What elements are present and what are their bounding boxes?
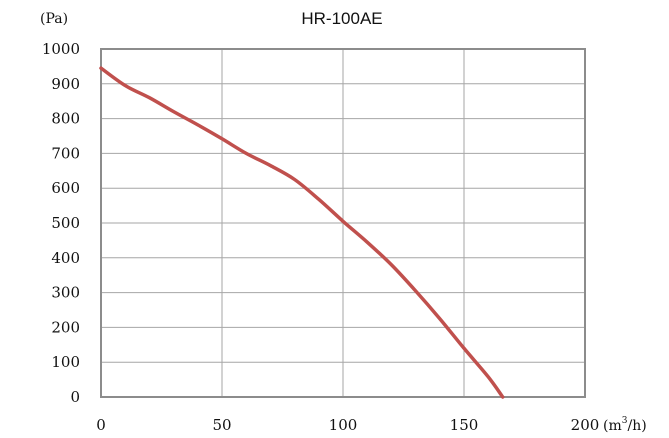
x-axis-unit-suffix: /h) (627, 418, 646, 434)
x-tick-label: 50 (212, 416, 231, 434)
y-tick-label: 200 (51, 318, 80, 336)
x-tick-label: 0 (96, 416, 106, 434)
y-tick-label: 600 (51, 179, 80, 197)
y-tick-label: 700 (51, 144, 80, 162)
y-tick-label: 300 (51, 284, 80, 302)
x-tick-labels: 0 50 100 150 200 (96, 416, 599, 434)
y-axis-unit: (Pa) (40, 11, 68, 27)
y-tick-label: 800 (51, 110, 80, 128)
y-tick-label: 100 (51, 353, 80, 371)
y-tick-labels: 0 100 200 300 400 500 600 700 800 900 1000 (42, 40, 80, 406)
x-tick-label: 200 (571, 416, 600, 434)
x-axis-unit-prefix: (m (603, 418, 622, 434)
performance-curve (99, 66, 505, 399)
chart-title: HR-100AE (301, 9, 382, 28)
x-tick-label: 150 (450, 416, 479, 434)
x-axis-unit-sup: 3 (622, 416, 628, 426)
y-tick-label: 900 (51, 75, 80, 93)
y-tick-label: 500 (51, 214, 80, 232)
y-tick-label: 1000 (42, 40, 80, 58)
y-tick-label: 400 (51, 249, 80, 267)
y-tick-label: 0 (70, 388, 80, 406)
plot-frame (100, 48, 586, 398)
x-tick-label: 100 (329, 416, 358, 434)
x-axis-unit: (m3/h) (603, 416, 647, 434)
